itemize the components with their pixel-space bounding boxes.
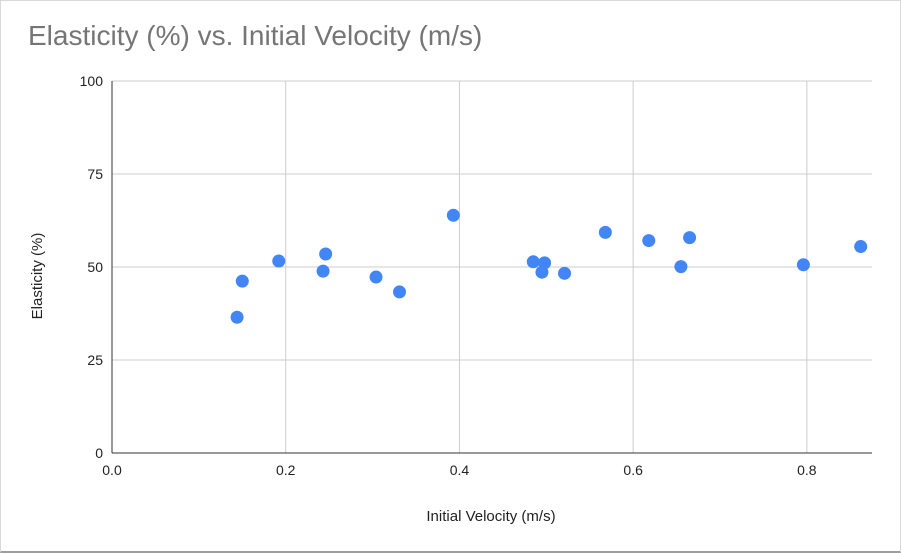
- y-tick-label: 75: [87, 166, 103, 182]
- x-tick-label: 0.0: [102, 462, 122, 478]
- data-point: [796, 258, 810, 272]
- y-tick-label: 50: [87, 259, 103, 275]
- data-point: [854, 240, 868, 254]
- data-point: [369, 270, 383, 284]
- data-point: [235, 274, 249, 288]
- tick-labels: 0 25 50 75 100 0.0 0.2 0.4 0.6 0.8: [80, 73, 817, 478]
- data-point: [683, 231, 697, 245]
- data-point: [558, 266, 572, 280]
- axes: [111, 81, 872, 454]
- y-axis-title: Elasticity (%): [29, 233, 46, 320]
- data-point: [538, 256, 552, 270]
- y-tick-label: 0: [95, 445, 103, 461]
- data-point: [316, 264, 330, 278]
- x-tick-label: 0.4: [450, 462, 470, 478]
- data-point: [446, 208, 460, 222]
- data-points: [230, 208, 868, 324]
- data-point: [230, 310, 244, 324]
- data-point: [642, 234, 656, 248]
- x-axis-title: Initial Velocity (m/s): [426, 508, 555, 525]
- chart-title: Elasticity (%) vs. Initial Velocity (m/s…: [28, 20, 483, 51]
- y-tick-label: 25: [87, 352, 103, 368]
- grid-lines: [112, 80, 872, 453]
- x-tick-label: 0.2: [276, 462, 296, 478]
- data-point: [526, 255, 540, 269]
- data-point: [392, 285, 406, 299]
- x-tick-label: 0.8: [797, 462, 817, 478]
- y-tick-label: 100: [80, 73, 104, 89]
- data-point: [674, 260, 688, 274]
- data-point: [319, 247, 333, 261]
- x-tick-label: 0.6: [623, 462, 643, 478]
- data-point: [272, 254, 286, 268]
- data-point: [598, 225, 612, 239]
